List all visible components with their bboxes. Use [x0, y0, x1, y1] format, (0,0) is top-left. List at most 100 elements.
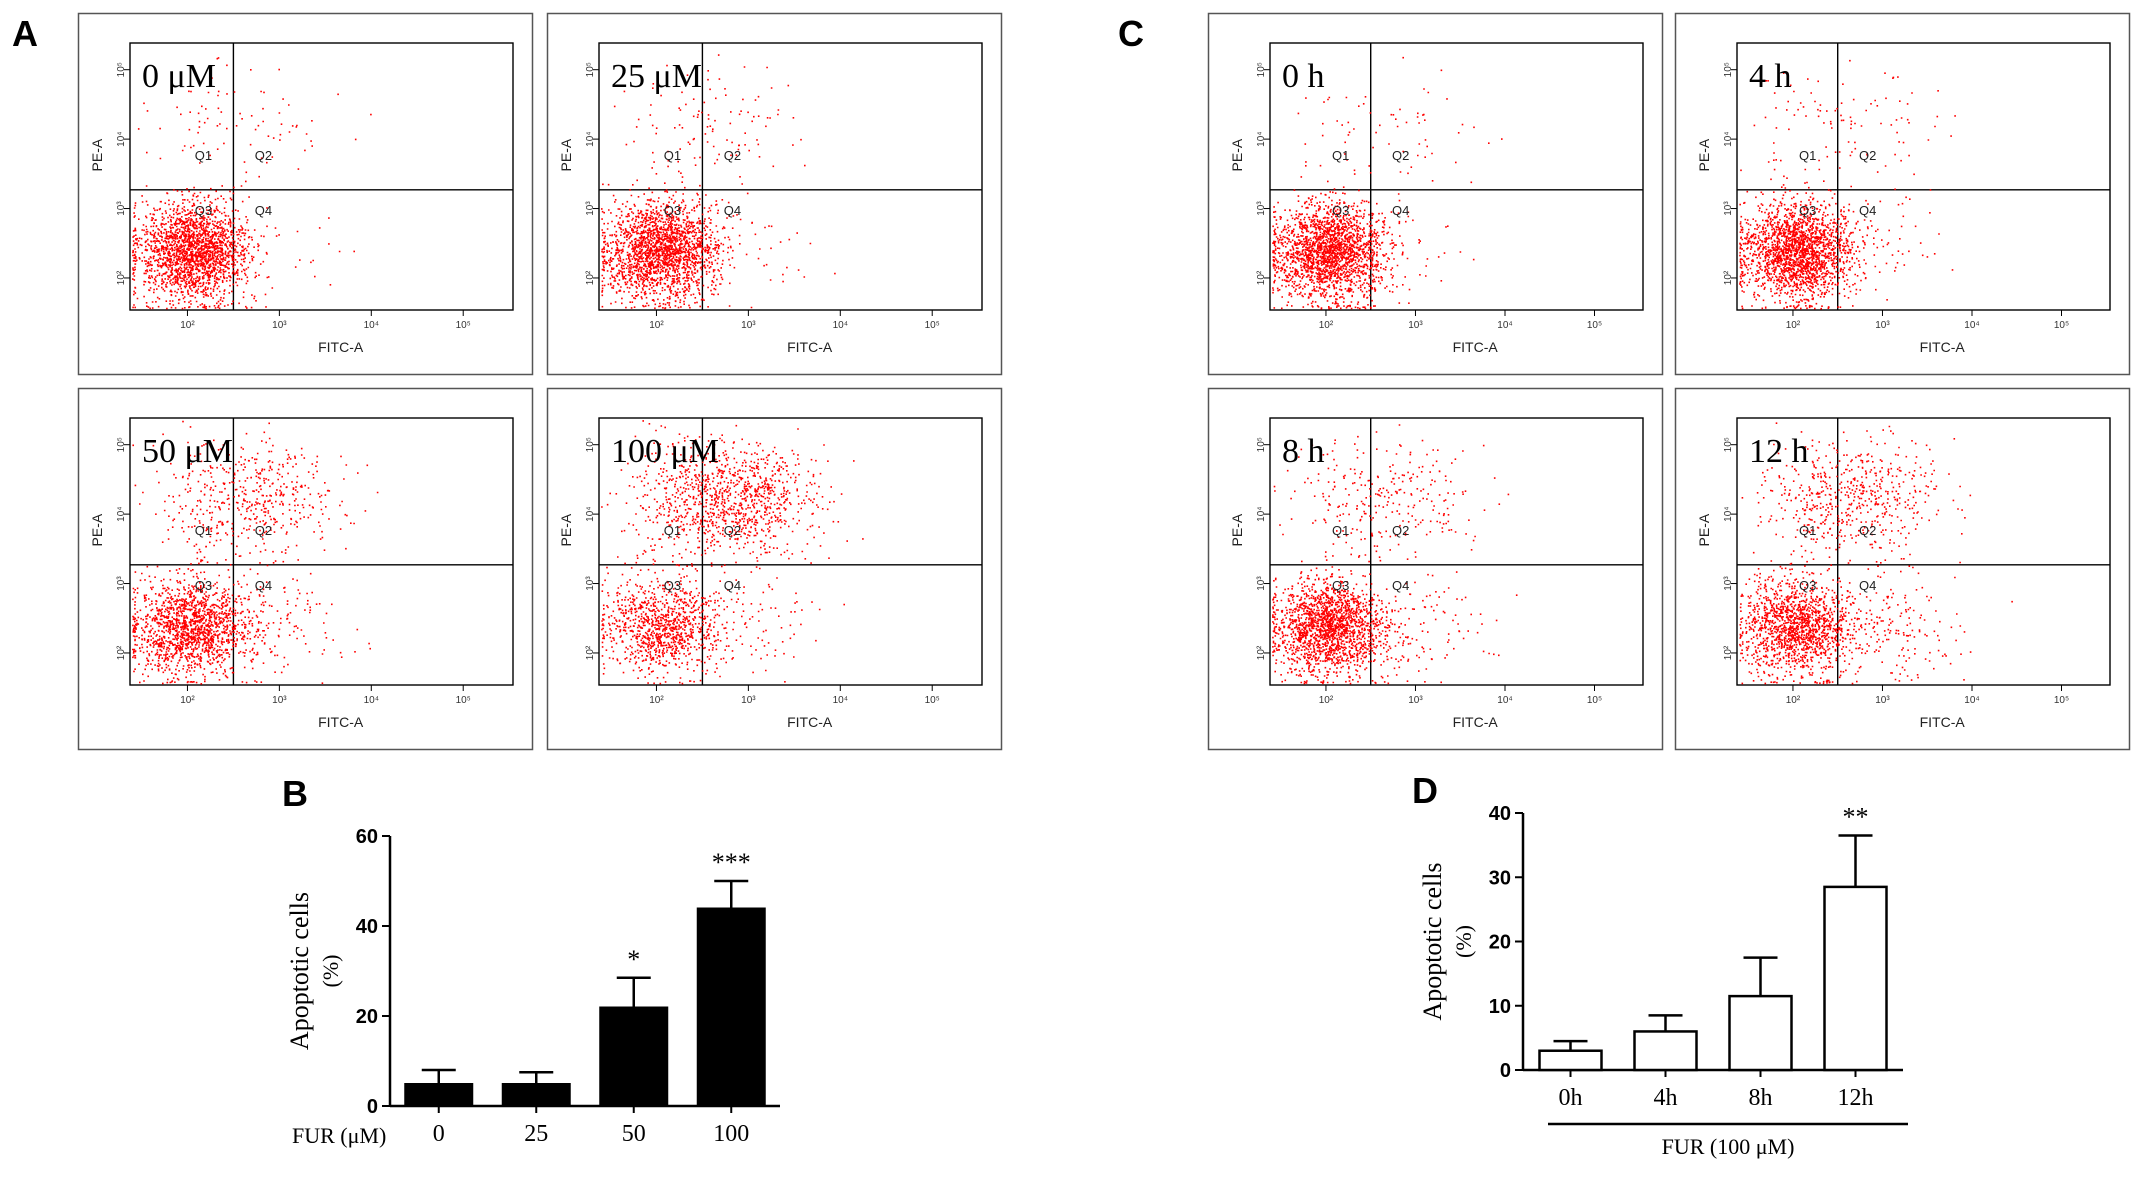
- quadrant-label-q3: Q3: [195, 578, 212, 593]
- x-tick-label: 10⁵: [1587, 695, 1602, 706]
- x-axis-label: FUR (100 μM): [1662, 1134, 1795, 1159]
- x-tick-label: 10²: [649, 695, 664, 706]
- y-tick-label: 40: [356, 916, 378, 938]
- y-tick-label: 10: [1489, 996, 1511, 1018]
- x-axis-label: FUR (μM): [292, 1123, 386, 1148]
- y-tick-label: 10³: [1256, 201, 1267, 216]
- x-tick-label: 10⁵: [456, 695, 471, 706]
- quadrant-label-q4: Q4: [1859, 203, 1876, 218]
- quadrant-label-q3: Q3: [1332, 203, 1349, 218]
- quadrant-label-q4: Q4: [1859, 578, 1876, 593]
- y-tick-label: 10²: [585, 270, 596, 285]
- quadrant-label-q1: Q1: [195, 148, 212, 163]
- flow-plot-a-0: Q1 Q2 Q3 Q4 0 μM 10² 10³ 10⁴ 10⁵ 10² 10³ 10⁴ 10⁵ FITC…: [77, 12, 534, 376]
- bar-25: [501, 1083, 571, 1107]
- bar-4h: [1633, 1030, 1698, 1072]
- flow-plot-c-3: Q1 Q2 Q3 Q4 12 h 10² 10³ 10⁴ 10⁵ 10² 10³ 10⁴ 10⁵ FITC…: [1674, 387, 2131, 751]
- y-tick-label: 10²: [1723, 645, 1734, 660]
- event-dots: [132, 57, 372, 310]
- quadrant-label-q3: Q3: [195, 203, 212, 218]
- y-tick-label: 60: [356, 826, 378, 848]
- x-axis-label: FITC-A: [787, 339, 833, 355]
- flow-panel-frame: [1207, 12, 1664, 376]
- y-axis-label: Apoptotic cells: [285, 892, 314, 1050]
- y-tick-label: 10³: [116, 576, 127, 591]
- flow-plot-area: [129, 42, 514, 311]
- flow-plot-a-2: Q1 Q2 Q3 Q4 50 μM 10² 10³ 10⁴ 10⁵ 10² 10³ 10⁴ 10⁵ FIT…: [77, 387, 534, 751]
- y-axis-label: PE-A: [89, 138, 105, 171]
- x-tick-label: 10³: [741, 695, 756, 706]
- x-tick-label: 10³: [272, 320, 287, 331]
- quadrant-label-q4: Q4: [724, 203, 741, 218]
- flow-plot-area: [1269, 42, 1644, 311]
- flow-panel-frame: [77, 387, 534, 751]
- quadrant-label-q1: Q1: [664, 523, 681, 538]
- flow-plot-area: [598, 417, 983, 686]
- y-axis-unit: (%): [1451, 925, 1476, 958]
- quadrant-label-q2: Q2: [1392, 523, 1409, 538]
- y-tick-label: 10⁴: [116, 506, 127, 521]
- flow-plot-a-3: Q1 Q2 Q3 Q4 100 μM 10² 10³ 10⁴ 10⁵ 10² 10³ 10⁴ 10⁵ FI…: [546, 387, 1003, 751]
- bar-12h: [1823, 885, 1888, 1072]
- y-axis-label: PE-A: [89, 513, 105, 546]
- bar-chart-d: 0 10 20 30 40 0h 4h 8h ** 12h Apoptotic cells (%) FU…: [1418, 802, 1908, 1159]
- y-axis-label: PE-A: [1229, 138, 1245, 171]
- event-dots: [601, 420, 864, 685]
- x-axis-label: FITC-A: [787, 714, 833, 730]
- x-tick-label: 10³: [272, 695, 287, 706]
- quadrant-label-q2: Q2: [255, 148, 272, 163]
- y-tick-label: 10²: [585, 645, 596, 660]
- y-tick-label: 10³: [585, 201, 596, 216]
- y-tick-label: 30: [1489, 867, 1511, 889]
- quadrant-label-q2: Q2: [255, 523, 272, 538]
- event-dots: [1739, 59, 1956, 310]
- y-tick-label: 0: [1500, 1060, 1511, 1082]
- y-tick-label: 10⁴: [116, 131, 127, 146]
- quadrant-label-q3: Q3: [664, 203, 681, 218]
- y-tick-label: 10⁴: [585, 131, 596, 146]
- y-axis-label: PE-A: [1696, 138, 1712, 171]
- condition-label: 12 h: [1749, 433, 1809, 470]
- quadrant-label-q2: Q2: [1859, 523, 1876, 538]
- quadrant-label-q4: Q4: [1392, 203, 1409, 218]
- y-tick-label: 10³: [1256, 576, 1267, 591]
- quadrant-label-q1: Q1: [195, 523, 212, 538]
- y-tick-label: 10⁵: [1256, 62, 1267, 77]
- x-tick-label: 25: [524, 1121, 548, 1147]
- y-tick-label: 10⁴: [1256, 131, 1267, 146]
- x-tick-label: 50: [622, 1121, 646, 1147]
- y-axis-label: PE-A: [1696, 513, 1712, 546]
- event-dots: [1272, 424, 1518, 685]
- x-tick-label: 10⁴: [833, 695, 848, 706]
- bar-0: [404, 1083, 474, 1107]
- event-dots: [1739, 422, 2013, 685]
- y-tick-label: 10²: [1723, 270, 1734, 285]
- y-tick-label: 0: [367, 1096, 378, 1118]
- x-axis-label: FITC-A: [1920, 714, 1966, 730]
- x-tick-label: 10³: [1408, 695, 1423, 706]
- quadrant-label-q2: Q2: [1392, 148, 1409, 163]
- y-tick-label: 10⁵: [116, 62, 127, 77]
- bar-chart-b: 0 20 40 60 0 25 * 50 *** 100 Apoptotic cells (%) FUR…: [285, 826, 780, 1148]
- x-tick-label: 10³: [741, 320, 756, 331]
- flow-plot-a-1: Q1 Q2 Q3 Q4 25 μM 10² 10³ 10⁴ 10⁵ 10² 10³ 10⁴ 10⁵ FIT…: [546, 12, 1003, 376]
- condition-label: 8 h: [1282, 433, 1325, 470]
- x-tick-label: 10⁴: [1964, 320, 1979, 331]
- panel-letter-a: A: [12, 13, 38, 54]
- condition-label: 0 μM: [142, 58, 216, 95]
- x-tick-label: 10⁵: [925, 320, 940, 331]
- quadrant-label-q2: Q2: [724, 523, 741, 538]
- flow-plot-area: [129, 417, 514, 686]
- x-axis-label: FITC-A: [1453, 339, 1499, 355]
- x-tick-label: 10⁴: [1964, 695, 1979, 706]
- y-tick-label: 10²: [116, 645, 127, 660]
- y-tick-label: 20: [1489, 932, 1511, 954]
- flow-panel-frame: [1207, 387, 1664, 751]
- x-axis-label: FITC-A: [1920, 339, 1966, 355]
- x-tick-label: 100: [713, 1121, 749, 1147]
- y-tick-label: 10²: [1256, 645, 1267, 660]
- quadrant-label-q3: Q3: [1799, 203, 1816, 218]
- y-tick-label: 10⁴: [1723, 131, 1734, 146]
- y-tick-label: 10⁴: [1723, 506, 1734, 521]
- flow-plot-area: [1736, 417, 2111, 686]
